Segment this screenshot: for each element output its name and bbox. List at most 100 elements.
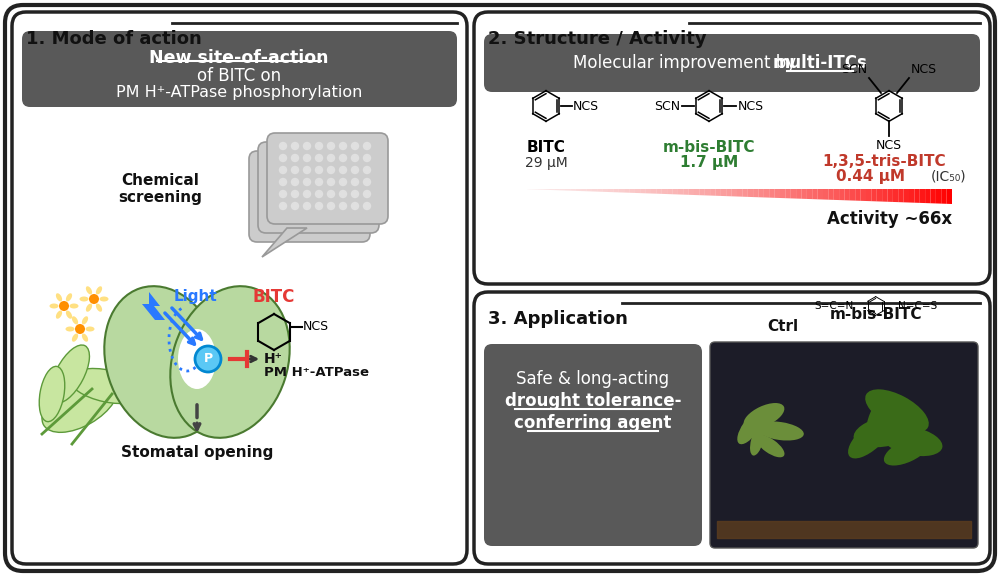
Text: SCN: SCN [654, 100, 680, 112]
Text: Stomatal opening: Stomatal opening [121, 445, 273, 460]
Polygon shape [742, 189, 748, 197]
Ellipse shape [82, 316, 88, 324]
Polygon shape [630, 189, 635, 193]
Ellipse shape [70, 304, 78, 309]
Text: NCS: NCS [738, 100, 764, 112]
Circle shape [280, 179, 287, 185]
Circle shape [340, 203, 347, 210]
Circle shape [280, 166, 287, 173]
Polygon shape [877, 189, 882, 202]
Ellipse shape [80, 297, 88, 301]
Text: Chemical
screening: Chemical screening [118, 173, 202, 205]
Circle shape [340, 154, 347, 161]
Circle shape [352, 191, 358, 198]
Polygon shape [554, 189, 560, 190]
Text: 1,3,5-tris-BITC: 1,3,5-tris-BITC [822, 153, 946, 169]
Ellipse shape [86, 304, 92, 312]
Polygon shape [780, 189, 785, 198]
Polygon shape [683, 189, 689, 195]
Circle shape [304, 179, 310, 185]
Circle shape [328, 203, 334, 210]
Circle shape [280, 142, 287, 150]
Polygon shape [834, 189, 839, 200]
Polygon shape [651, 189, 656, 194]
Polygon shape [871, 189, 877, 202]
Ellipse shape [86, 327, 94, 332]
Polygon shape [920, 189, 925, 203]
Polygon shape [597, 189, 603, 192]
Polygon shape [586, 189, 592, 191]
Text: 0.44 μM: 0.44 μM [836, 169, 906, 184]
FancyBboxPatch shape [474, 292, 990, 564]
Polygon shape [560, 189, 565, 191]
Text: N=C=S: N=C=S [898, 301, 937, 311]
Text: NCS: NCS [573, 100, 599, 112]
Circle shape [280, 191, 287, 198]
Polygon shape [796, 189, 802, 199]
FancyBboxPatch shape [5, 5, 995, 571]
Polygon shape [721, 189, 726, 196]
Polygon shape [603, 189, 608, 192]
Circle shape [195, 346, 221, 372]
Circle shape [280, 154, 287, 161]
Ellipse shape [750, 426, 764, 456]
Text: P: P [203, 353, 213, 366]
Text: of BITC on: of BITC on [197, 67, 281, 85]
Polygon shape [861, 189, 866, 201]
FancyBboxPatch shape [22, 31, 457, 107]
Circle shape [340, 191, 347, 198]
Circle shape [328, 154, 334, 161]
Polygon shape [142, 292, 165, 320]
Text: Safe & long-acting: Safe & long-acting [516, 370, 670, 388]
Circle shape [340, 142, 347, 150]
Polygon shape [262, 228, 307, 257]
Polygon shape [710, 189, 716, 196]
Circle shape [364, 179, 370, 185]
Ellipse shape [86, 286, 92, 294]
Ellipse shape [66, 293, 72, 301]
Circle shape [304, 142, 310, 150]
Polygon shape [807, 189, 812, 199]
Polygon shape [791, 189, 796, 199]
Ellipse shape [865, 389, 929, 433]
Polygon shape [737, 189, 742, 196]
Circle shape [340, 166, 347, 173]
Polygon shape [581, 189, 586, 191]
Polygon shape [823, 189, 828, 200]
Ellipse shape [756, 435, 784, 457]
Text: NCS: NCS [303, 320, 329, 334]
Circle shape [292, 191, 298, 198]
Ellipse shape [72, 316, 78, 324]
Text: Molecular improvement by: Molecular improvement by [573, 54, 801, 72]
Text: NCS: NCS [876, 139, 902, 152]
Circle shape [89, 294, 99, 304]
Polygon shape [802, 189, 807, 199]
Polygon shape [613, 189, 619, 192]
Text: 1. Mode of action: 1. Mode of action [26, 30, 202, 48]
Text: multi-ITCs: multi-ITCs [773, 54, 867, 72]
Polygon shape [565, 189, 570, 191]
FancyBboxPatch shape [249, 151, 370, 242]
Ellipse shape [884, 437, 930, 465]
Ellipse shape [96, 304, 102, 312]
Circle shape [75, 324, 85, 334]
Polygon shape [635, 189, 640, 193]
Polygon shape [640, 189, 646, 194]
Polygon shape [866, 189, 871, 201]
Circle shape [364, 154, 370, 161]
Text: PM H⁺-ATPase: PM H⁺-ATPase [264, 366, 369, 378]
Polygon shape [544, 189, 549, 190]
Polygon shape [882, 189, 888, 202]
Text: 1.7 μM: 1.7 μM [680, 156, 738, 170]
FancyBboxPatch shape [258, 142, 379, 233]
Circle shape [316, 142, 322, 150]
Circle shape [316, 191, 322, 198]
Polygon shape [748, 189, 753, 197]
Circle shape [292, 179, 298, 185]
Ellipse shape [82, 334, 88, 342]
Polygon shape [764, 189, 769, 198]
Polygon shape [699, 189, 705, 195]
Ellipse shape [854, 415, 920, 448]
Polygon shape [850, 189, 855, 200]
Polygon shape [732, 189, 737, 196]
